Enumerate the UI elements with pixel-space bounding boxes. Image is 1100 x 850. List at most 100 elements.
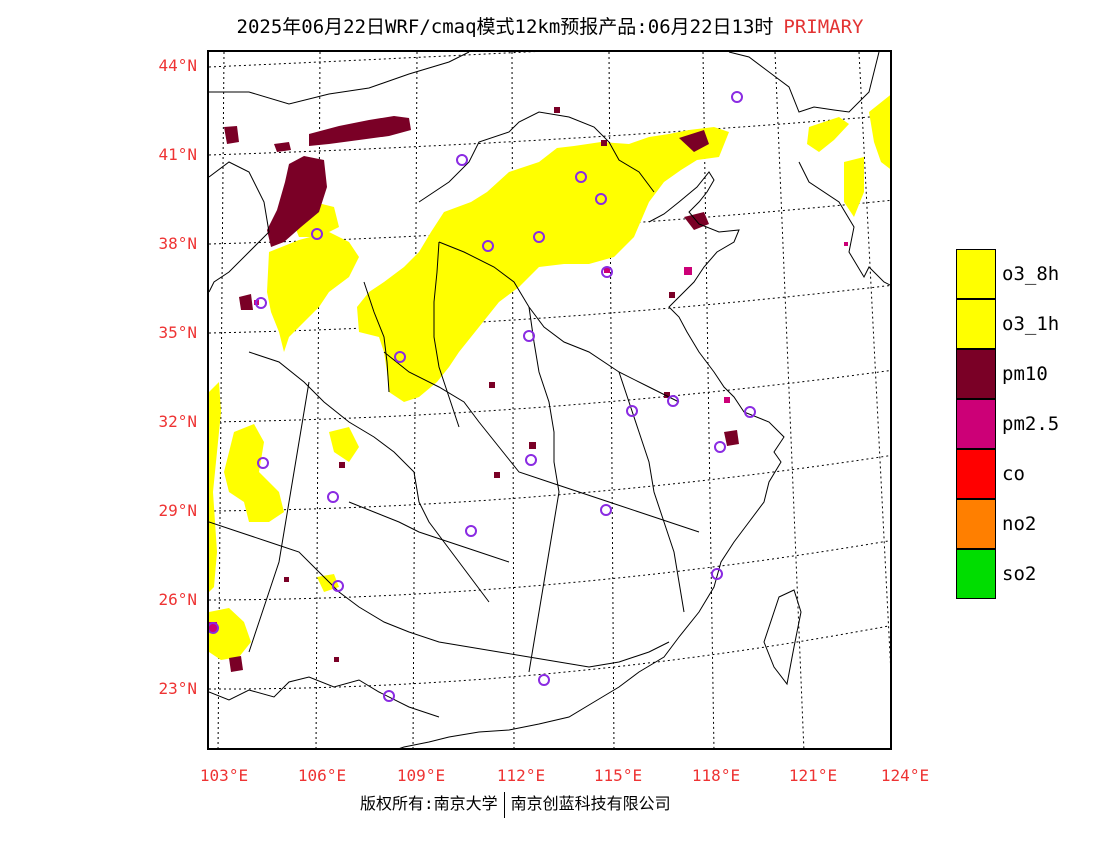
lon-label-118: 118°E [691, 766, 741, 785]
violet-circle-icon [595, 193, 607, 205]
pm25-pixel [684, 267, 692, 275]
o3-area-liaoning [844, 157, 864, 217]
legend-item-o3-1h: o3_1h [956, 299, 1076, 349]
violet-circle-icon [255, 297, 267, 309]
title-text: 2025年06月22日WRF/cmaq模式12km预报产品:06月22日13时 [236, 16, 774, 38]
o3-area-north-china [357, 127, 729, 402]
legend-label: pm10 [1002, 363, 1048, 385]
western-border [209, 161, 270, 293]
lon-line-124 [858, 52, 890, 665]
province-line [383, 351, 700, 533]
lat-label-32: 32°N [158, 412, 197, 431]
violet-circle-icon [394, 351, 406, 363]
province-line [418, 111, 655, 203]
lat-line-29 [209, 455, 890, 512]
o3-area-northeast-1 [807, 117, 849, 152]
pm10-area-inner-mongolia [309, 116, 411, 146]
pm10-pixel [529, 442, 536, 449]
station-markers [209, 91, 756, 702]
pm10-area-shanxi [239, 294, 253, 310]
violet-circle-icon [332, 580, 344, 592]
pm10-area-northwest-dot [274, 142, 291, 152]
pm25-pixel [844, 242, 848, 246]
violet-circle-icon [626, 405, 638, 417]
title-primary-tag: PRIMARY [783, 16, 864, 38]
violet-circle-icon [575, 171, 587, 183]
pm10-pixel [334, 657, 339, 662]
province-line [438, 241, 680, 403]
violet-circle-icon [711, 568, 723, 580]
lat-label-41: 41°N [158, 145, 197, 164]
copyright-footer: 版权所有:南京大学 南京创蓝科技有限公司 [360, 790, 671, 818]
latitude-gridlines [209, 52, 890, 690]
province-line [248, 381, 310, 653]
province-line [248, 351, 490, 603]
o3-area-hubei [329, 427, 359, 462]
violet-circle-icon [523, 330, 535, 342]
violet-circle-icon [327, 491, 339, 503]
lat-label-26: 26°N [158, 590, 197, 609]
lat-line-44 [209, 52, 536, 68]
pm10-area-yunnan [229, 656, 243, 672]
copyright-left: 版权所有:南京大学 [360, 794, 498, 813]
legend-item-pm10: pm10 [956, 349, 1076, 399]
legend-label: pm2.5 [1002, 413, 1060, 435]
lon-line-109 [412, 52, 418, 748]
province-line [433, 241, 460, 428]
pollutant-legend: o3_8h o3_1h pm10 pm2.5 co no2 so2 [956, 249, 1076, 599]
o3-area-loess-west [267, 232, 359, 352]
northern-border [209, 52, 470, 105]
lat-line-26 [209, 540, 890, 601]
lat-line-41 [209, 114, 890, 156]
legend-item-pm25: pm2.5 [956, 399, 1076, 449]
violet-circle-icon [600, 504, 612, 516]
pm25-pixel [209, 622, 217, 632]
map-panel[interactable] [207, 50, 892, 750]
pm10-exceedance-areas [224, 116, 739, 672]
violet-circle-icon [714, 441, 726, 453]
lon-line-106 [315, 52, 321, 748]
pm10-pixel [284, 577, 289, 582]
violet-circle-icon [601, 266, 613, 278]
violet-circle-icon [465, 525, 477, 537]
violet-circle-icon [383, 690, 395, 702]
legend-item-no2: no2 [956, 499, 1076, 549]
legend-swatch [956, 349, 996, 399]
o3-area-northeast-2 [869, 95, 890, 169]
legend-swatch [956, 249, 996, 299]
lon-label-112: 112°E [496, 766, 546, 785]
southwest-border [209, 676, 440, 718]
violet-circle-icon [525, 454, 537, 466]
legend-label: o3_1h [1002, 313, 1060, 335]
footer-divider [503, 791, 505, 818]
legend-label: co [1002, 463, 1025, 485]
pm10-pixel [554, 107, 560, 113]
lat-label-35: 35°N [158, 323, 197, 342]
province-line [348, 501, 510, 563]
province-line [363, 281, 390, 393]
pm25-pixel [724, 397, 730, 403]
pm10-pixel [664, 392, 670, 398]
korea-coast [798, 161, 890, 286]
taiwan [763, 589, 802, 686]
lon-line-118 [702, 52, 715, 748]
violet-circle-icon [538, 674, 550, 686]
o3-area-sichuan-strip [209, 382, 221, 592]
lat-label-44: 44°N [158, 56, 197, 75]
pm10-area-hebei [679, 130, 709, 152]
lat-line-23 [209, 625, 890, 690]
lon-line-121 [774, 52, 805, 748]
legend-item-co: co [956, 449, 1076, 499]
lat-label-23: 23°N [158, 679, 197, 698]
lat-line-35 [209, 284, 890, 334]
pm10-pixel [339, 462, 345, 468]
lon-label-115: 115°E [593, 766, 643, 785]
o3-area-sichuan-west [224, 424, 284, 522]
lon-label-121: 121°E [788, 766, 838, 785]
legend-swatch [956, 299, 996, 349]
violet-circle-icon [209, 622, 219, 634]
lon-line-103 [217, 52, 225, 748]
violet-circle-icon [456, 154, 468, 166]
map-canvas [209, 52, 890, 748]
violet-circle-icon [667, 395, 679, 407]
